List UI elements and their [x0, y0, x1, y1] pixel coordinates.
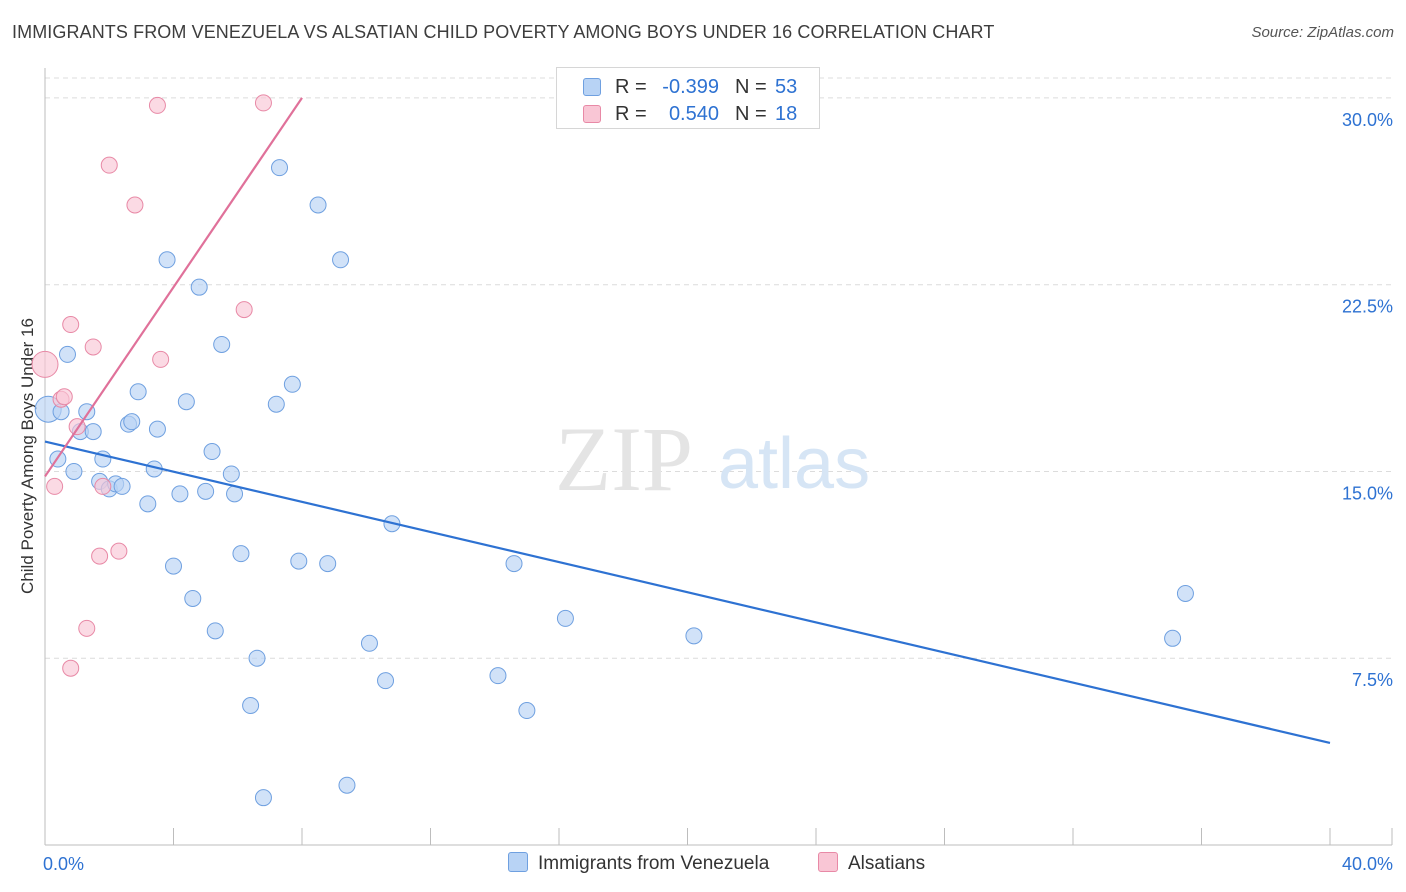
venezuela-point: [271, 159, 289, 177]
tick-labels: 7.5% 15.0% 22.5% 30.0% 0.0% 40.0%: [43, 110, 1393, 874]
legend-n-value: 18: [775, 103, 798, 125]
bottom-legend-label-alsatians: Alsatians: [848, 853, 926, 874]
axes: [44, 68, 1393, 846]
venezuela-point: [206, 622, 224, 640]
legend-n-value: 53: [775, 76, 798, 98]
venezuela-point: [148, 420, 166, 438]
venezuela-point: [1164, 629, 1182, 647]
venezuela-point: [123, 413, 141, 431]
venezuela-point: [254, 789, 272, 807]
alsatian-point: [55, 388, 73, 406]
venezuela-point: [139, 495, 157, 513]
legend-r-value: -0.399: [662, 76, 719, 98]
venezuela-trendline: [44, 440, 1331, 744]
bottom-legend-swatch-venezuela: [508, 852, 528, 872]
venezuela-point: [377, 672, 395, 690]
legend-swatch-alsatians: [583, 105, 601, 123]
correlation-legend: R = -0.399 N = 53 R = 0.540 N = 18: [556, 67, 820, 129]
venezuela-point: [283, 375, 301, 393]
legend-row-alsatians: R = 0.540 N = 18: [557, 103, 819, 129]
alsatian-point: [94, 477, 112, 495]
gridlines: [45, 77, 1392, 659]
alsatian-point: [62, 316, 80, 334]
venezuela-point: [171, 485, 189, 503]
venezuela-point: [65, 462, 83, 480]
venezuela-point: [248, 649, 266, 667]
venezuela-point: [290, 552, 308, 570]
alsatian-point: [91, 547, 109, 565]
legend-n-label: N =: [735, 76, 767, 98]
y-tick-label: 22.5%: [1342, 297, 1393, 317]
venezuela-point: [505, 555, 523, 573]
venezuela-point: [222, 465, 240, 483]
venezuela-point: [190, 278, 208, 296]
legend-n-label: N =: [735, 103, 767, 125]
venezuela-point: [518, 702, 536, 720]
alsatian-point: [148, 96, 166, 114]
venezuela-point: [58, 345, 76, 363]
venezuela-point: [129, 383, 147, 401]
legend-swatch-venezuela: [583, 78, 601, 96]
venezuela-point: [267, 395, 285, 413]
alsatian-point: [84, 338, 102, 356]
x-tick-label: 40.0%: [1342, 854, 1393, 874]
venezuela-point: [309, 196, 327, 214]
alsatian-point: [254, 94, 272, 112]
venezuela-point: [113, 477, 131, 495]
venezuela-point: [203, 443, 221, 461]
alsatian-point: [152, 350, 170, 368]
legend-r-label: R =: [615, 76, 647, 98]
y-tick-label: 30.0%: [1342, 110, 1393, 130]
venezuela-point: [685, 627, 703, 645]
venezuela-point: [177, 393, 195, 411]
venezuela-point: [84, 423, 102, 441]
venezuela-point: [184, 589, 202, 607]
alsatian-point: [126, 196, 144, 214]
venezuela-point: [158, 251, 176, 269]
alsatian-point: [31, 350, 59, 378]
alsatian-point: [100, 156, 118, 174]
bottom-legend-swatch-alsatians: [818, 852, 838, 872]
source-credit: Source: ZipAtlas.com: [1251, 24, 1394, 41]
chart-title: IMMIGRANTS FROM VENEZUELA VS ALSATIAN CH…: [12, 22, 995, 42]
y-tick-label: 15.0%: [1342, 483, 1393, 503]
venezuela-point: [232, 545, 250, 563]
alsatian-point: [110, 542, 128, 560]
alsatian-point: [62, 659, 80, 677]
bottom-legend-label-venezuela: Immigrants from Venezuela: [538, 853, 770, 874]
alsatian-point: [78, 619, 96, 637]
bottom-legend-alsatians: Alsatians: [818, 852, 925, 876]
x-tick-label: 0.0%: [43, 854, 84, 874]
alsatian-trendline: [44, 97, 303, 478]
legend-row-venezuela: R = -0.399 N = 53: [557, 76, 819, 102]
alsatian-point: [46, 477, 64, 495]
y-tick-label: 7.5%: [1352, 670, 1393, 690]
data-points: [31, 94, 1194, 807]
venezuela-point: [338, 776, 356, 794]
venezuela-point: [197, 482, 215, 500]
venezuela-point: [213, 335, 231, 353]
venezuela-point: [360, 634, 378, 652]
watermark-atlas: atlas: [718, 424, 870, 504]
venezuela-point: [556, 609, 574, 627]
bottom-legend-venezuela: Immigrants from Venezuela: [508, 852, 769, 876]
venezuela-point: [332, 251, 350, 269]
watermark-zip: ZIP: [555, 408, 693, 510]
alsatian-point: [235, 301, 253, 319]
legend-r-value: 0.540: [668, 103, 719, 125]
venezuela-point: [165, 557, 182, 575]
trendlines: [44, 97, 1331, 744]
venezuela-point: [489, 667, 507, 685]
venezuela-point: [242, 697, 260, 715]
venezuela-point: [1176, 584, 1194, 602]
venezuela-point: [319, 555, 337, 573]
legend-r-label: R =: [615, 103, 647, 125]
